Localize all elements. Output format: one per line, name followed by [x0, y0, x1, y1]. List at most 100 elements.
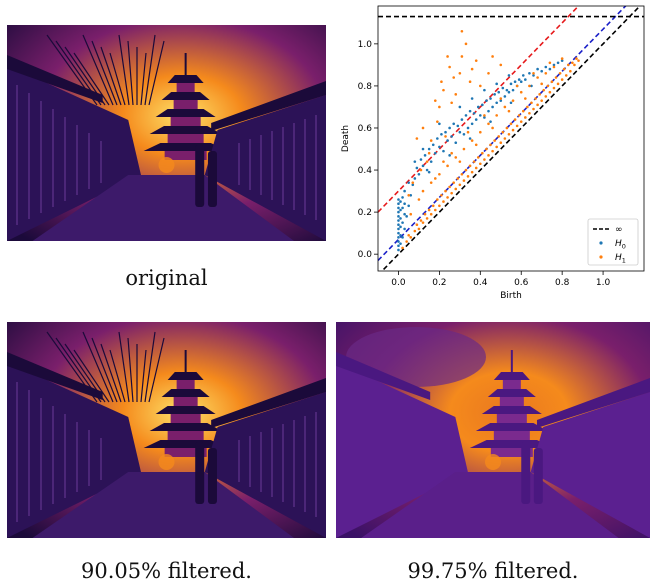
H0-point	[397, 231, 400, 235]
y-tick-label: 0.0	[358, 250, 373, 260]
H1-point	[524, 116, 527, 119]
caption-filtered-90: 90.05% filtered.	[81, 559, 252, 583]
H1-point	[458, 183, 462, 187]
H0-point	[495, 101, 498, 105]
H0-point	[458, 105, 462, 109]
H1-point	[438, 105, 441, 109]
H1-point	[483, 158, 486, 161]
H1-point	[421, 189, 425, 193]
right-building	[204, 95, 326, 241]
H1-point	[505, 126, 509, 130]
person	[533, 448, 543, 504]
right-roof	[211, 378, 326, 428]
H0-point	[399, 217, 402, 220]
H0-point	[556, 61, 560, 65]
H0-point	[405, 215, 408, 218]
H0-point	[444, 130, 447, 134]
H0-point	[427, 170, 431, 174]
H1-point	[497, 135, 501, 138]
H1-point	[454, 156, 458, 159]
H1-point	[485, 147, 488, 151]
H0-point	[403, 227, 406, 231]
H1-point	[564, 74, 568, 77]
pagoda-roof	[167, 75, 204, 83]
tree-branch	[109, 52, 126, 106]
H1-point	[450, 151, 453, 155]
H0-point	[399, 225, 402, 229]
H0-point	[397, 227, 400, 231]
H1-point	[511, 99, 515, 102]
H1-point	[521, 109, 525, 113]
H0-point	[438, 145, 441, 149]
H0-point	[519, 80, 523, 84]
H1-point	[429, 212, 433, 216]
street-scene-original	[7, 25, 326, 241]
tree-branch	[100, 46, 122, 106]
x-tick-label: 0.0	[391, 278, 406, 288]
H0-point	[458, 130, 462, 134]
H1-point	[491, 149, 494, 153]
street	[361, 472, 619, 538]
H0-point	[479, 114, 482, 117]
H0-point	[511, 88, 515, 92]
H1-point	[558, 72, 562, 75]
H0-point	[397, 210, 400, 214]
H1-point	[507, 132, 511, 136]
H0-point	[401, 221, 404, 224]
tree-branch	[100, 343, 122, 403]
H1-point	[491, 55, 494, 58]
pagoda-level	[490, 448, 533, 457]
H0-point	[415, 166, 419, 170]
pagoda-level	[176, 83, 195, 92]
H1-point	[491, 126, 494, 130]
H1-point	[544, 95, 548, 98]
x-tick-label: 0.2	[432, 278, 446, 288]
H1-point	[460, 29, 464, 33]
H0-point	[442, 149, 445, 153]
H0-point	[407, 204, 410, 208]
H1-point	[417, 227, 421, 231]
H0-point	[397, 240, 400, 243]
H1-point	[540, 99, 543, 102]
H1-point	[427, 208, 431, 212]
H0-point	[470, 97, 474, 100]
plot-frame	[377, 5, 645, 272]
H0-point	[397, 244, 400, 248]
H0-point	[501, 86, 505, 90]
H1-point	[493, 139, 496, 142]
H0-point	[397, 202, 400, 205]
H0-point	[397, 248, 400, 252]
H0-point	[397, 223, 400, 227]
H1-point	[479, 130, 482, 134]
H1-point	[466, 175, 470, 178]
H0-point	[401, 206, 404, 210]
H0-point	[401, 236, 404, 239]
y-tick-label: 0.6	[358, 124, 373, 134]
H0-point	[421, 164, 425, 168]
H1-point	[448, 185, 451, 189]
H1-point	[483, 114, 486, 117]
pagoda-roof	[475, 423, 548, 431]
H1-point	[452, 76, 456, 79]
H1-point	[417, 198, 421, 201]
H0-point	[499, 99, 503, 102]
H0-point	[452, 122, 456, 126]
x-tick-label: 0.8	[555, 278, 570, 288]
persistence-diagram: 0.0 0.2 0.4 0.6 0.8 1.0 0.0 0.2 0.4 0.6 0.8 1.0 Birt…	[336, 0, 650, 310]
H0-point	[532, 74, 535, 77]
x-tick-label: 0.4	[473, 278, 488, 288]
H1-point	[413, 229, 417, 233]
H1-point	[425, 217, 429, 220]
H1-point	[415, 223, 419, 227]
tree-branch	[148, 40, 165, 106]
tree-branch	[82, 331, 114, 403]
H0-point	[419, 158, 423, 161]
caption-original: original	[125, 266, 208, 290]
y-tick-label: 1.0	[358, 40, 373, 50]
left-roof	[7, 352, 103, 400]
pagoda-level	[173, 100, 198, 109]
H1-point	[474, 143, 478, 147]
H1-point	[538, 93, 541, 96]
H0-point	[421, 147, 425, 151]
street-light	[485, 454, 501, 470]
